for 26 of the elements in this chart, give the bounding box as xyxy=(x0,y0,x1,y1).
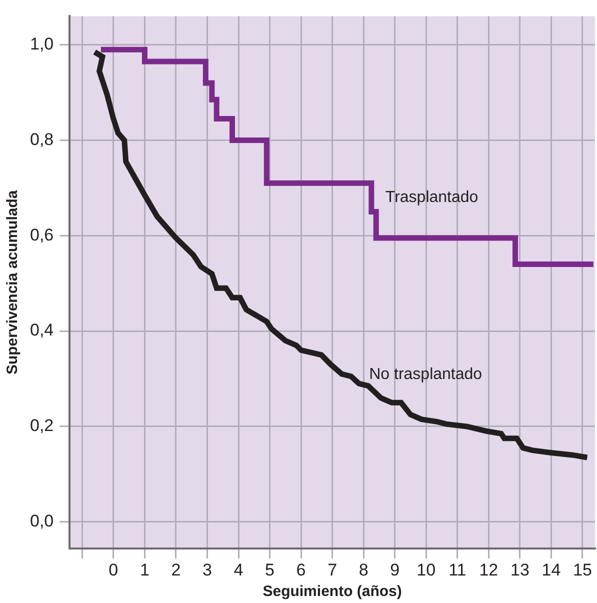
x-tick-label: 12 xyxy=(479,560,498,580)
x-tick-label: 2 xyxy=(171,560,181,580)
x-tick-label: 13 xyxy=(510,560,530,580)
y-tick-label: 0,2 xyxy=(30,416,54,436)
series-label: No trasplantado xyxy=(369,366,482,384)
x-tick-label: 10 xyxy=(416,560,436,580)
x-tick-label: 9 xyxy=(390,560,400,580)
x-tick-label: 15 xyxy=(573,560,592,580)
y-tick-label: 1,0 xyxy=(30,34,54,54)
x-tick-label: 8 xyxy=(358,560,368,580)
x-tick-label: 14 xyxy=(542,560,561,580)
x-tick-label: 1 xyxy=(140,560,150,580)
x-axis-title: Seguimiento (años) xyxy=(262,583,402,600)
series-label: Trasplantado xyxy=(385,189,478,206)
y-tick-label: 0,0 xyxy=(30,512,54,531)
y-axis-title: Supervivencia acumulada xyxy=(4,190,22,375)
x-tick-label: 6 xyxy=(296,560,306,580)
y-tick-label: 0,6 xyxy=(30,225,54,244)
x-tick-label: 11 xyxy=(448,560,466,580)
x-tick-label: 7 xyxy=(328,560,338,580)
x-tick-label: 3 xyxy=(202,560,212,580)
x-tick-label: 4 xyxy=(234,560,244,580)
y-tick-label: 0,8 xyxy=(30,130,54,149)
y-tick-label: 0,4 xyxy=(30,320,54,340)
x-tick-label: 5 xyxy=(265,560,275,580)
x-tick-label: 0 xyxy=(108,560,118,580)
